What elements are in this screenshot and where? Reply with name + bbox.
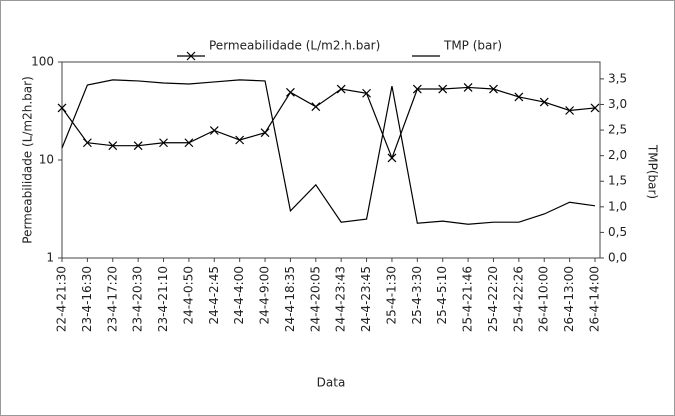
y-axis-title: Permeabilidade (L/m2h.bar): [21, 76, 35, 243]
y2-axis-title: TMP(bar): [646, 144, 660, 199]
marker: [539, 97, 549, 107]
x-tick-label: 24-4-20:05: [308, 266, 322, 332]
y-tick-label: 1: [46, 251, 54, 265]
x-tick-label: 24-4-23:45: [359, 266, 373, 332]
marker: [336, 84, 346, 94]
x-tick-label: 25-4-21:46: [461, 266, 475, 332]
marker: [82, 138, 92, 148]
x-axis-title: Data: [317, 376, 346, 390]
marker: [108, 141, 118, 151]
x-tick-label: 22-4-21:30: [55, 266, 69, 332]
x-tick-label: 26-4-13:00: [562, 266, 576, 332]
x-tick-label: 25-4-22:26: [511, 266, 525, 332]
marker: [565, 106, 575, 115]
legend-label: TMP (bar): [443, 39, 502, 53]
marker: [387, 153, 397, 163]
marker: [362, 88, 371, 98]
x-tick-label: 25-4-22:20: [486, 266, 500, 332]
marker: [159, 138, 168, 148]
x-tick-label: 24-4-2:45: [207, 266, 221, 325]
marker: [311, 102, 321, 112]
x-tick-label: 23-4-17:20: [105, 266, 119, 332]
y2-tick-label: 1,5: [608, 174, 627, 188]
x-tick-label: 24-4-0:50: [181, 266, 195, 325]
y2-tick-label: 1,0: [608, 199, 627, 213]
x-tick-label: 25-4-3:30: [410, 266, 424, 325]
marker: [489, 84, 498, 94]
marker: [133, 141, 143, 151]
x-tick-label: 24-4-23:43: [334, 266, 348, 332]
marker: [412, 84, 422, 94]
x-tick-label: 24-4-18:35: [283, 266, 297, 332]
x-tick-label: 26-4-10:00: [537, 266, 551, 332]
legend-label: Permeabilidade (L/m2.h.bar): [209, 39, 380, 53]
x-tick-label: 23-4-21:10: [156, 266, 170, 332]
y2-tick-label: 2,0: [608, 148, 627, 162]
x-tick-label: 24-4-4:00: [232, 266, 246, 325]
x-tick-label: 23-4-20:30: [131, 266, 145, 332]
marker: [235, 135, 245, 145]
marker: [57, 103, 67, 113]
y2-tick-label: 3,5: [608, 71, 627, 85]
marker: [514, 92, 524, 102]
marker: [286, 87, 295, 97]
x-tick-label: 26-4-14:00: [588, 266, 602, 332]
y2-tick-label: 3,0: [608, 97, 627, 111]
x-tick-label: 25-4-1:30: [384, 266, 398, 325]
x-tick-label: 23-4-16:30: [80, 266, 94, 332]
marker: [209, 126, 219, 135]
marker: [186, 51, 196, 61]
x-tick-label: 24-4-9:00: [258, 266, 272, 325]
series-line: [61, 79, 596, 225]
y-tick-label: 100: [31, 55, 54, 69]
x-tick-label: 25-4-5:10: [435, 266, 449, 325]
marker: [438, 84, 448, 94]
y2-tick-label: 0,5: [608, 225, 627, 239]
y2-tick-label: 2,5: [608, 123, 627, 137]
marker: [590, 103, 600, 113]
marker: [463, 83, 473, 92]
marker: [260, 128, 270, 138]
y-tick-label: 10: [39, 153, 54, 167]
marker: [184, 138, 194, 148]
series-line: [61, 86, 596, 160]
y2-tick-label: 0,0: [608, 251, 627, 265]
